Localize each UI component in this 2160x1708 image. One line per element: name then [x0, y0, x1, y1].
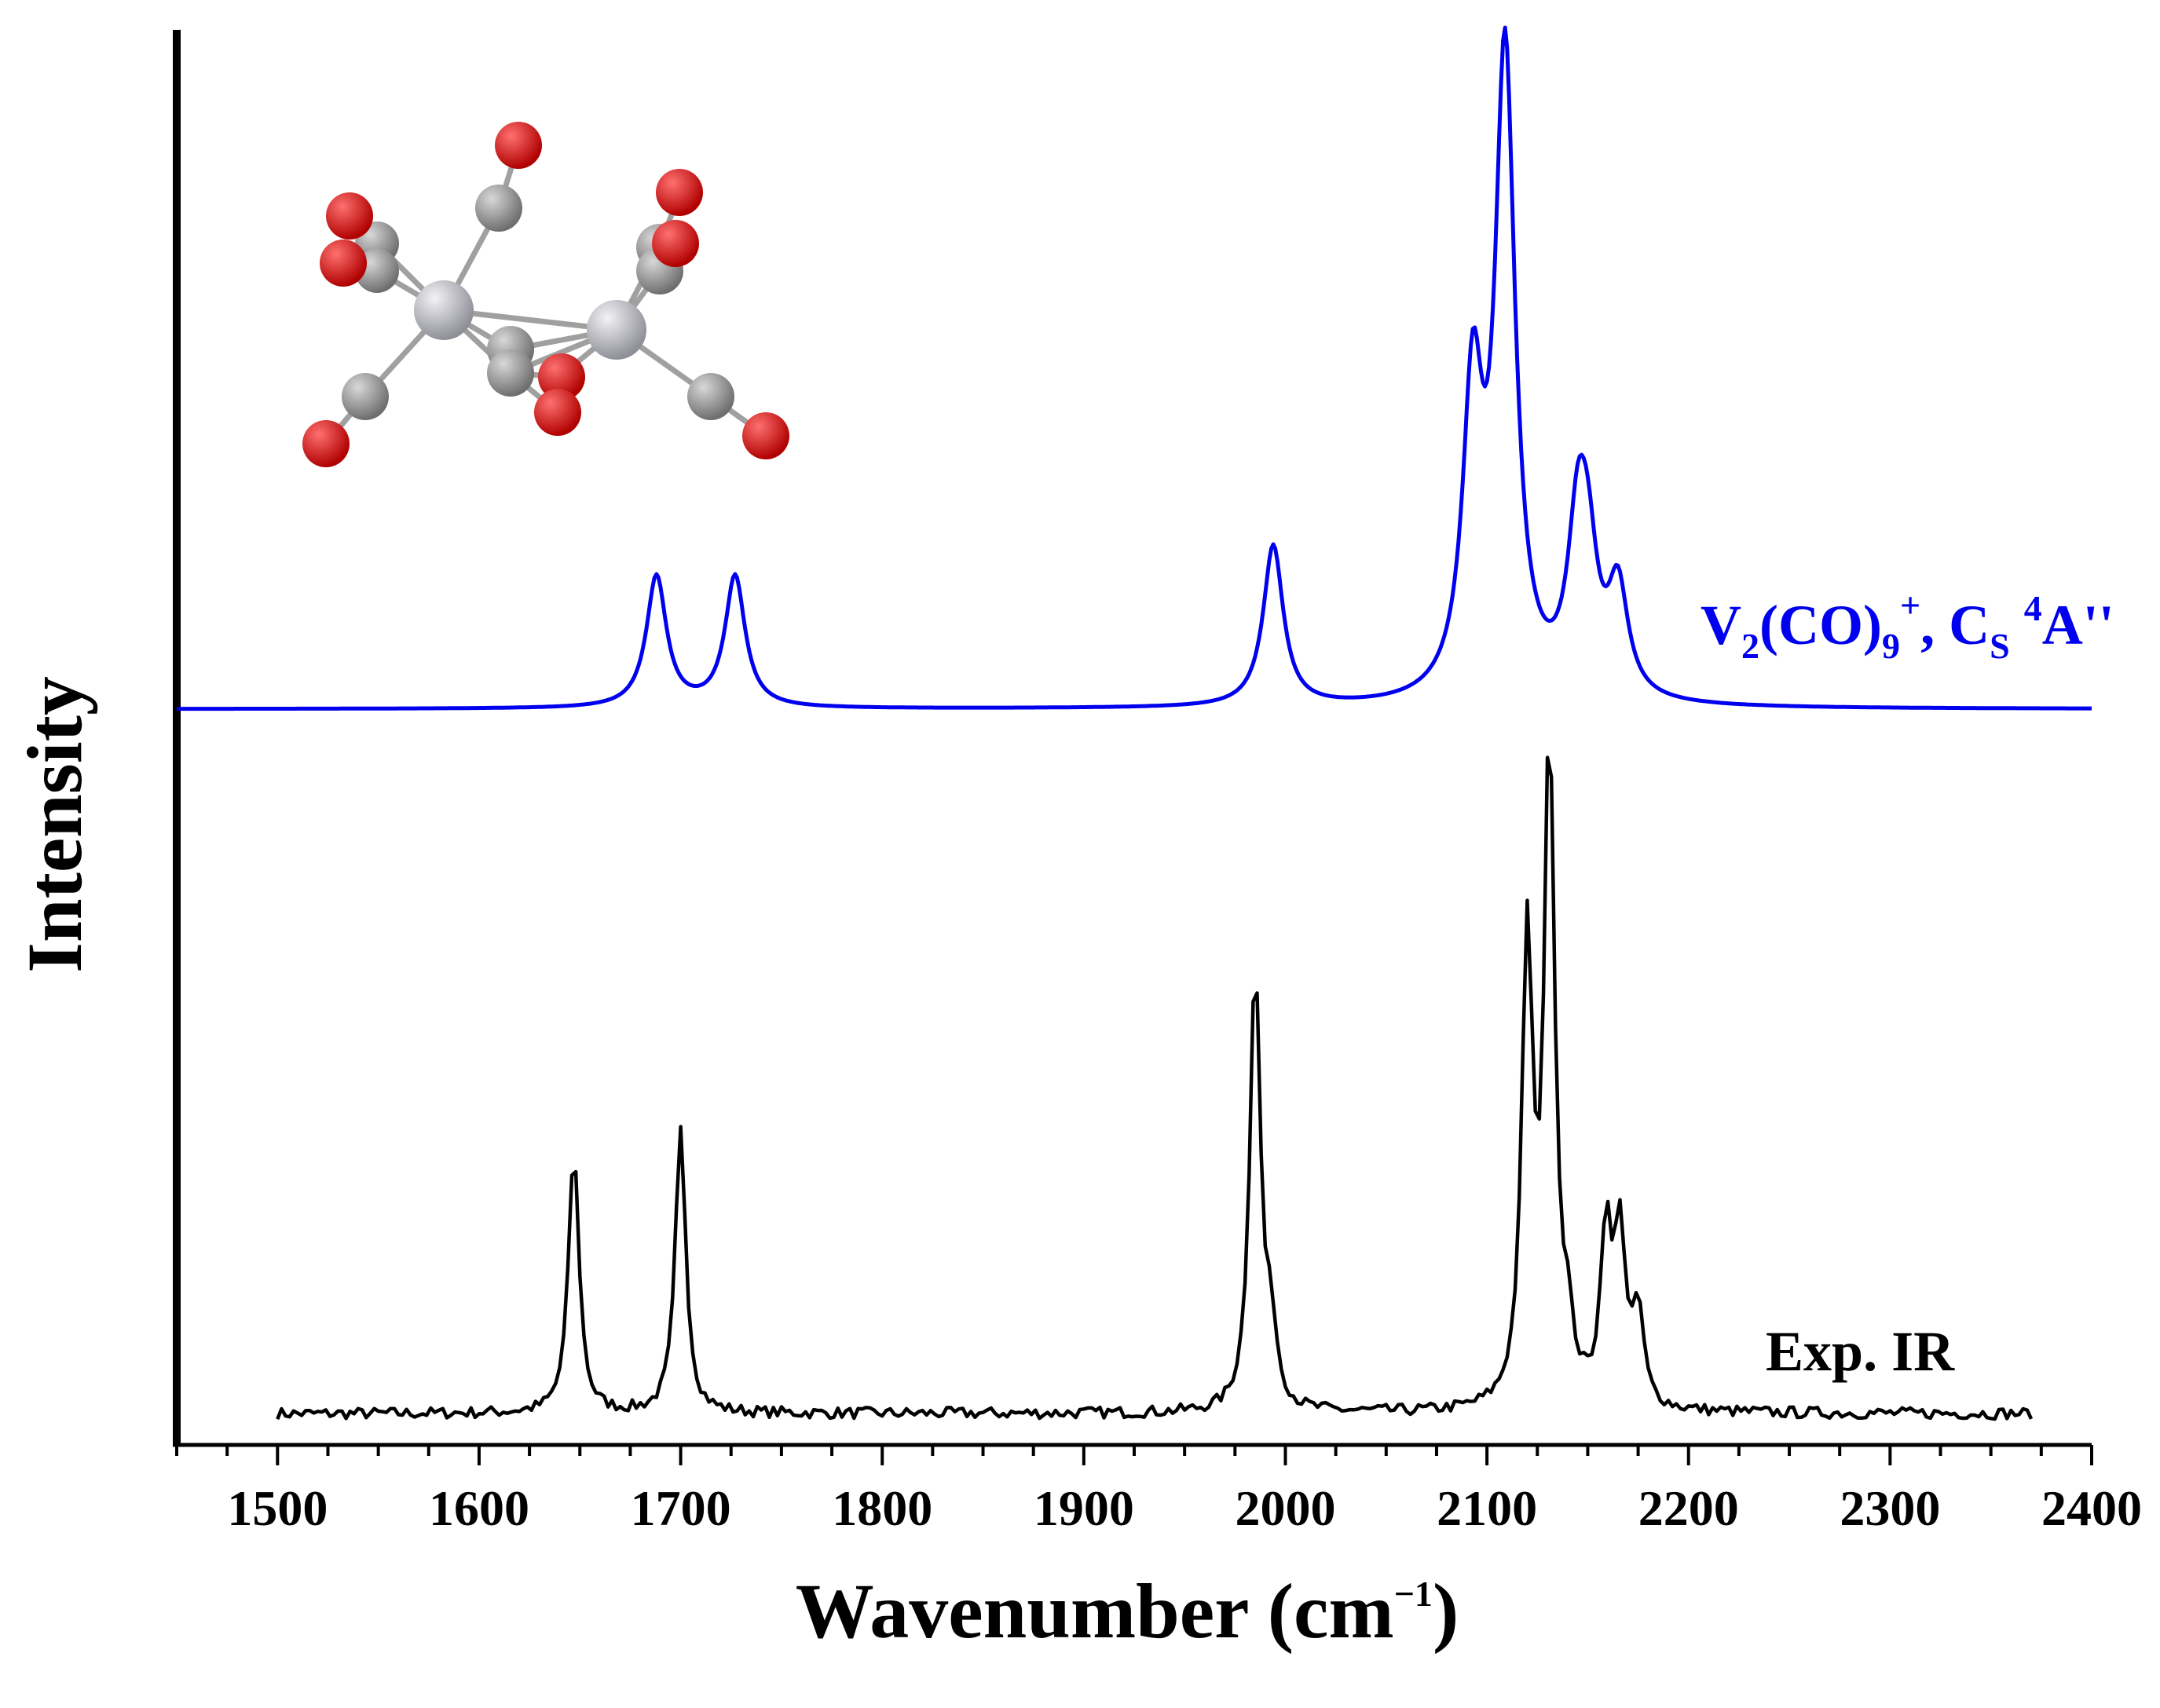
x-tick-label: 2000: [1235, 1480, 1335, 1536]
x-axis-title-unit-exponent: −1: [1394, 1574, 1433, 1614]
series-line-calculated: [177, 25, 2092, 711]
y-axis-title: Intensity: [11, 676, 98, 973]
axes: [173, 30, 2092, 1447]
series-label-calc: V2(CO)9+, CS 4A'': [1701, 585, 2114, 666]
carbon-atom: [342, 373, 389, 420]
oxygen-atom: [742, 412, 789, 459]
x-tick-label: 2100: [1437, 1480, 1537, 1536]
vanadium-atom: [587, 300, 646, 360]
carbon-atom: [487, 349, 534, 397]
x-tick-label: 1600: [429, 1480, 529, 1536]
x-tick-label: 1900: [1034, 1480, 1134, 1536]
vanadium-atom: [414, 280, 474, 340]
oxygen-atom: [534, 389, 581, 436]
carbon-atom: [687, 373, 734, 420]
oxygen-atom: [302, 420, 350, 467]
series-label-exp: Exp. IR: [1766, 1320, 1955, 1383]
oxygen-atom: [326, 192, 373, 240]
x-axis-ticks: 1500 1600 1700 1800 1900 2000 2100 2200 2300 2400: [175, 1445, 2142, 1536]
oxygen-atom: [652, 220, 699, 267]
oxygen-atom: [656, 169, 703, 216]
x-axis-title: Wavenumber (cm−1): [796, 1567, 1459, 1655]
x-tick-label: 2400: [2041, 1480, 2142, 1536]
x-tick-label: 1700: [631, 1480, 731, 1536]
series-line-experimental: [276, 755, 2034, 1421]
carbon-atom: [475, 185, 522, 232]
series-layer: [177, 25, 2092, 1421]
x-tick-label: 1500: [227, 1480, 328, 1536]
x-tick-label: 2300: [1840, 1480, 1940, 1536]
x-tick-label: 2200: [1638, 1480, 1739, 1536]
x-tick-label: 1800: [832, 1480, 932, 1536]
x-axis-title-close: ): [1433, 1567, 1459, 1655]
x-axis-title-main: Wavenumber (cm: [796, 1567, 1394, 1655]
molecule-inset: [302, 122, 789, 467]
oxygen-atom: [320, 240, 367, 287]
oxygen-atom: [495, 122, 542, 169]
oxygen-atom: [538, 353, 585, 400]
